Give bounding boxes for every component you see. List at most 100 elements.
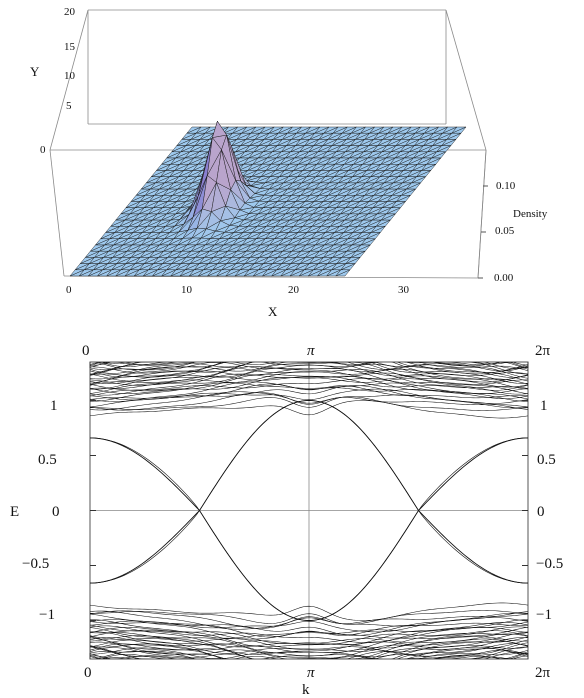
surface-facet [189, 257, 205, 264]
surface-facet [307, 213, 323, 221]
surface-facet [284, 219, 300, 227]
surface-facet [268, 195, 283, 202]
surface-facet [302, 219, 318, 227]
surface-facet [166, 263, 182, 271]
surface-facet [225, 189, 241, 211]
surface-facet [419, 132, 434, 140]
surface-facet [233, 226, 249, 233]
surface-facet [125, 257, 141, 264]
surface-facet [391, 132, 407, 140]
surface-facet [158, 250, 174, 258]
surface-facet [178, 216, 194, 233]
surface-facet [159, 238, 175, 246]
surface-facet [140, 238, 156, 246]
surface-facet [386, 139, 402, 146]
surface-facet [204, 126, 220, 134]
surface-facet [409, 132, 425, 140]
surface-facet [130, 250, 146, 258]
surface-facet [332, 250, 348, 258]
surface-facet [118, 232, 134, 239]
surface-facet [298, 269, 314, 277]
surface-facet [254, 132, 270, 140]
surface-facet [260, 170, 276, 177]
surface-facet [160, 170, 175, 177]
bulk-band-line [92, 362, 504, 371]
surface-facet [162, 201, 178, 208]
surface-facet [198, 269, 213, 277]
surface-facet [377, 139, 393, 146]
surface-facet [195, 126, 211, 134]
surface-facet [235, 180, 251, 199]
surface-facet [277, 250, 293, 258]
left-tick-label: −1 [39, 607, 55, 623]
surface-facet [100, 232, 115, 240]
surface-facet [403, 164, 418, 171]
surface-facet [295, 250, 311, 258]
surface-facet [79, 257, 95, 264]
bulk-band-line [90, 602, 528, 621]
bulk-band-line [90, 378, 528, 399]
surface-facet [177, 182, 193, 190]
surface-panel: 20 15 10 5 0 Y 0 10 20 30 X 0.10 0.05 0.… [30, 6, 548, 319]
surface-facet [169, 223, 185, 233]
surface-facet [138, 263, 154, 271]
surface-facet [258, 194, 274, 202]
surface-facet [274, 232, 289, 239]
surface-facet [69, 269, 85, 277]
surface-facet [89, 257, 104, 264]
surface-facet [370, 226, 386, 233]
surface-facet [108, 244, 124, 252]
surface-facet [93, 263, 108, 271]
surface-facet [373, 132, 389, 140]
bulk-band-line [90, 643, 528, 659]
surface-facet [120, 263, 136, 271]
surface-facet [78, 269, 94, 277]
surface-facet [246, 176, 262, 182]
surface-facet [164, 231, 180, 239]
surface-facet [235, 257, 251, 264]
surface-facet [360, 238, 376, 246]
bulk-band-line [90, 369, 528, 391]
surface-facet [97, 269, 112, 277]
surface-facet [314, 250, 329, 258]
surface-facet [135, 244, 151, 252]
surface-facet [350, 250, 366, 258]
surface-facet [157, 207, 172, 215]
surface-facet [215, 220, 230, 232]
surface-facet [221, 263, 237, 271]
x-tick-label: 10 [181, 284, 193, 296]
surface-facet [157, 263, 173, 271]
surface-facet [209, 244, 224, 252]
surface-facet [165, 164, 181, 171]
surface-facet [327, 188, 343, 196]
surface-facet [132, 226, 148, 233]
surface-facet [329, 163, 345, 171]
surface-facet [74, 263, 90, 271]
surface-facet [268, 250, 283, 258]
surface-facet [169, 170, 185, 177]
surface-facet [296, 126, 311, 134]
surface-facet [367, 151, 383, 159]
surface-facet [308, 145, 324, 153]
surface-facet [116, 257, 132, 264]
surface-facet [335, 213, 350, 221]
bulk-band-line [90, 373, 528, 394]
surface-facet [325, 157, 341, 165]
bulk-band-line [90, 362, 528, 373]
surface-facet [337, 188, 352, 196]
surface-facet [281, 145, 296, 153]
surface-facet [371, 213, 387, 221]
surface-facet [242, 226, 258, 233]
surface-facet [292, 232, 308, 240]
surface-facet [194, 139, 210, 146]
bulk-band-line [90, 362, 528, 372]
surface-facet [184, 151, 200, 159]
surface-facet [334, 157, 350, 165]
bulk-band-line [90, 366, 528, 389]
surface-facet [405, 126, 421, 134]
surface-facet [316, 157, 332, 165]
surface-facet [110, 219, 126, 227]
surface-facet [394, 151, 410, 159]
surface-facet [230, 263, 246, 271]
